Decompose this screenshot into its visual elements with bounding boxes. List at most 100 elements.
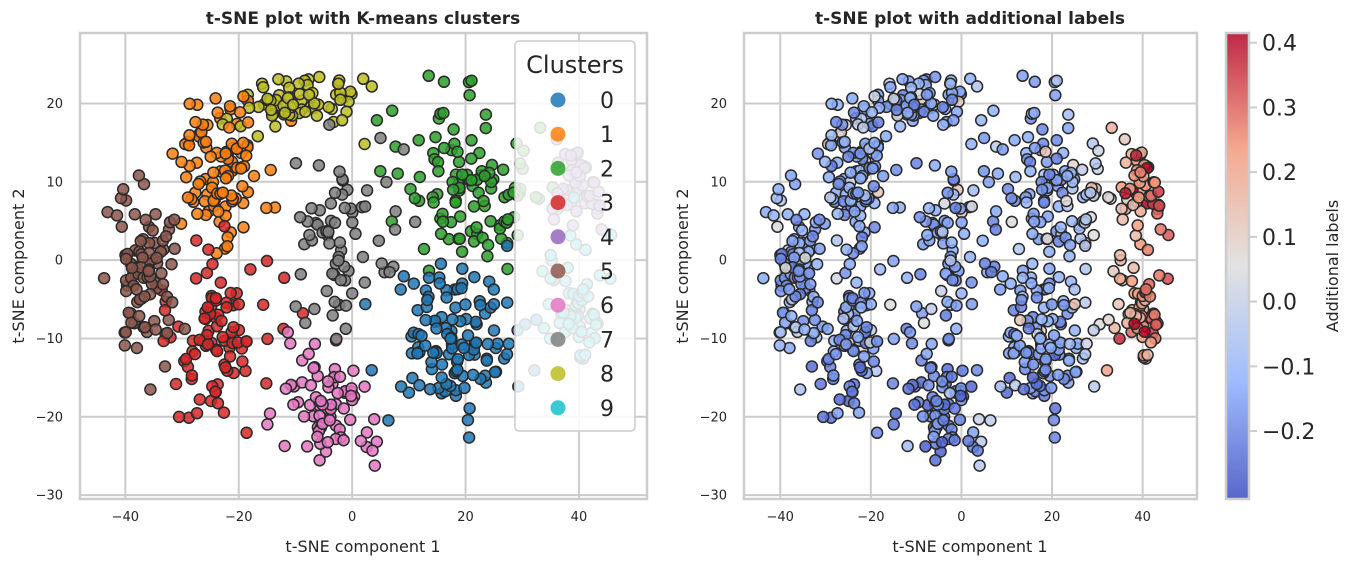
label-point [825,97,838,111]
label-point [1026,257,1039,271]
cluster-3-point [206,257,219,271]
label-point [926,109,940,122]
label-point [1063,249,1076,263]
cluster-7-point [305,202,318,215]
label-point [886,201,900,215]
label-point [824,191,837,204]
label-point [850,314,864,328]
label-point [1087,324,1100,337]
cluster-0-point [397,270,411,283]
cluster-0-point [394,380,408,393]
label-point [790,213,803,227]
cluster-7-point [293,210,307,224]
cluster-0-point [455,281,468,295]
cluster-1-point [209,92,222,105]
label-point [948,433,961,447]
cluster-3-point [261,332,274,346]
legend-label-9: 9 [600,397,614,422]
label-point [985,265,998,279]
cluster-6-point [278,439,291,453]
cluster-3-point [185,369,199,382]
cluster-2-point [465,74,478,87]
cluster-1-point [221,240,234,253]
cluster-8-point [251,129,265,143]
cluster-0-point [422,271,436,285]
cluster-7-point [356,250,370,264]
label-point [973,459,986,472]
label-point [945,165,958,178]
cluster-0-point [434,257,448,271]
cluster-1-point [189,115,202,129]
cluster-7-point [332,254,345,267]
cluster-5-point [119,325,133,339]
legend-label-1: 1 [600,123,614,148]
cluster-2-point [453,210,467,223]
colorbar-gradient [1224,31,1251,501]
cluster-3-point [277,271,291,285]
label-point [879,129,893,143]
kmeans-y-tick-label: −30 [36,489,63,504]
label-point [890,163,903,177]
cluster-5-point [130,341,144,355]
label-point [818,155,832,169]
cluster-8-point [313,70,326,84]
label-point [1051,368,1065,382]
label-point [890,103,903,117]
cluster-5-point [165,296,179,309]
cluster-3-point [210,344,224,358]
label-point [840,243,853,256]
label-point [1035,183,1049,196]
cluster-0-point [461,413,475,427]
label-point [1079,213,1093,226]
label-point [804,278,817,291]
cluster-7-point [320,284,334,298]
label-point [1024,164,1037,178]
label-point [1020,346,1033,359]
cluster-5-point [97,271,111,285]
cluster-3-point [216,330,229,344]
labels-y-ticks: −30 −20 −10 0 10 20 [700,97,727,504]
cluster-2-point [385,104,399,117]
cluster-3-point [224,286,237,300]
label-point [916,410,930,423]
cluster-5-point [119,252,133,266]
label-point [970,363,984,377]
label-point [1105,121,1118,135]
label-point [1062,108,1075,121]
label-point [855,240,868,253]
cluster-0-point [500,296,514,309]
cluster-6-point [323,414,337,427]
kmeans-y-tick-label: 20 [46,97,63,112]
label-point [792,264,806,278]
cluster-0-point [435,358,449,371]
cluster-3-point [236,355,249,368]
cluster-8-point [334,93,347,107]
cluster-7-point [326,309,339,322]
cluster-5-point [125,261,139,275]
label-point [1080,337,1093,351]
cluster-3-point [232,298,246,311]
label-point [944,254,957,267]
label-point [1010,329,1024,342]
cluster-5-point [159,230,173,243]
label-point [811,147,825,160]
label-point [798,323,811,336]
label-point [928,70,942,84]
cluster-7-point [322,225,335,239]
label-point [831,406,844,420]
label-point [858,286,871,300]
label-point [1013,313,1027,327]
cluster-3-point [240,426,253,440]
cluster-2-point [479,108,493,121]
cluster-0-point [407,277,421,290]
cluster-0-point [423,382,437,396]
labels-y-axis-label: t-SNE component 2 [673,188,692,343]
cluster-1-point [236,180,249,193]
cluster-6-point [321,435,335,449]
labels-y-tick-label: 20 [710,97,727,112]
cluster-2-point [374,164,387,178]
cluster-7-point [308,302,321,316]
label-point [1127,261,1140,275]
label-point [1113,272,1127,285]
label-point [842,150,855,163]
